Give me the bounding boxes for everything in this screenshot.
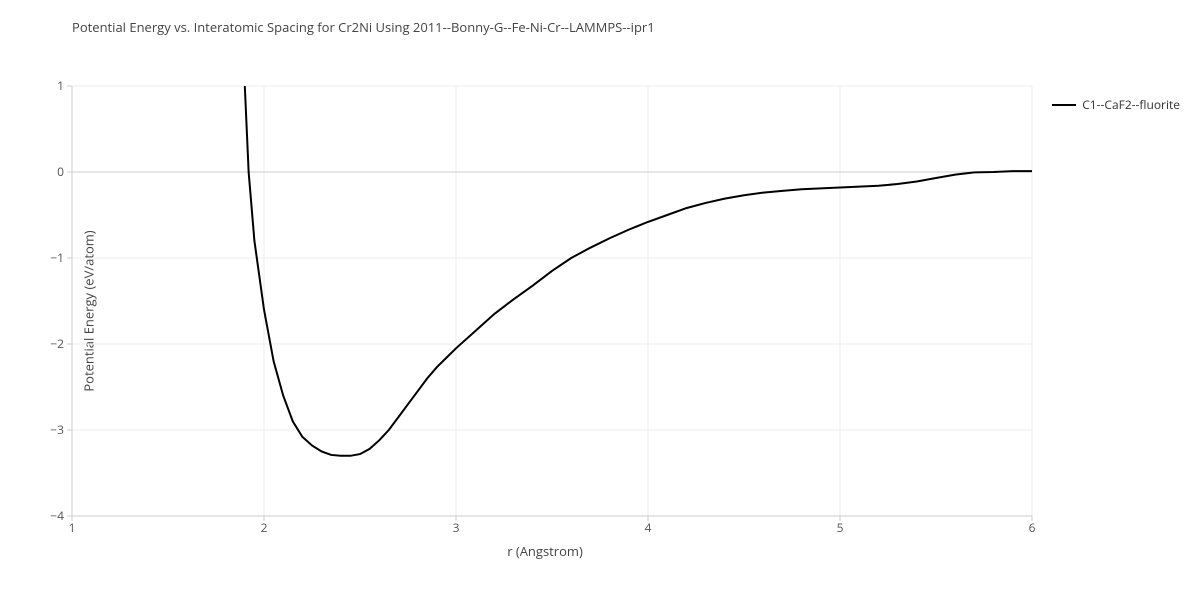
legend: C1--CaF2--fluorite [1052, 96, 1180, 113]
axes: 1 2 3 4 5 6 −4 −3 −2 −1 0 1 [50, 77, 1035, 536]
svg-text:1: 1 [69, 519, 76, 536]
series [235, 0, 1032, 456]
svg-text:2: 2 [261, 519, 268, 536]
svg-text:1: 1 [57, 77, 64, 94]
chart-container: Potential Energy (eV/atom) r (Angstrom) … [0, 36, 1200, 586]
svg-text:0: 0 [57, 163, 64, 180]
plot-area: 123456−4−3−2−101 [72, 86, 1032, 516]
svg-text:−3: −3 [50, 421, 64, 438]
svg-text:3: 3 [453, 519, 460, 536]
legend-label: C1--CaF2--fluorite [1082, 96, 1180, 113]
svg-text:−1: −1 [50, 249, 64, 266]
x-axis-label: r (Angstrom) [0, 542, 1090, 560]
grid [72, 86, 1032, 516]
svg-text:6: 6 [1029, 519, 1036, 536]
svg-text:5: 5 [837, 519, 844, 536]
legend-line-icon [1052, 104, 1076, 106]
svg-text:−4: −4 [50, 507, 64, 524]
series-line [235, 0, 1032, 456]
svg-text:4: 4 [645, 519, 652, 536]
svg-text:−2: −2 [50, 335, 64, 352]
chart-title: Potential Energy vs. Interatomic Spacing… [0, 0, 1200, 36]
